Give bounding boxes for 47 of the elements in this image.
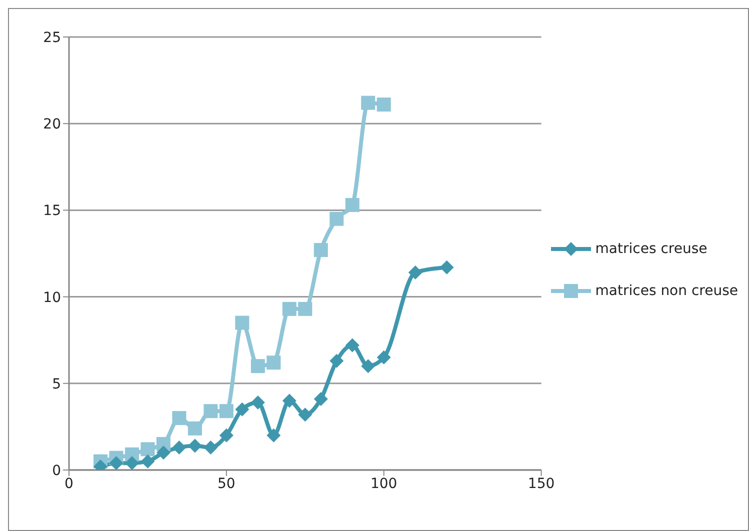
x-tick-label: 0 xyxy=(64,476,74,492)
point xyxy=(204,440,218,454)
point xyxy=(235,402,250,416)
x-tick-label: 150 xyxy=(528,476,555,492)
x-tick-label: 50 xyxy=(218,476,236,492)
point xyxy=(266,428,281,442)
point xyxy=(298,408,312,422)
point xyxy=(219,404,234,418)
point xyxy=(330,212,344,226)
point xyxy=(204,404,218,418)
legend-label: matrices creuse xyxy=(595,240,708,256)
point xyxy=(235,316,250,330)
point xyxy=(314,392,328,406)
point xyxy=(376,350,391,364)
point xyxy=(219,428,234,442)
point xyxy=(250,359,265,374)
point xyxy=(156,446,170,460)
point xyxy=(124,456,139,470)
point xyxy=(408,266,422,280)
point xyxy=(440,260,454,274)
y-tick-label: 0 xyxy=(52,462,61,479)
point xyxy=(266,356,281,370)
point xyxy=(188,438,202,453)
point xyxy=(188,421,202,436)
y-tick-label: 5 xyxy=(52,376,61,392)
point xyxy=(250,395,265,410)
x-tick-label: 100 xyxy=(370,476,398,492)
point xyxy=(298,302,312,316)
point xyxy=(172,411,186,426)
point xyxy=(109,456,124,470)
legend-label: matrices non creuse xyxy=(595,282,738,298)
point xyxy=(282,302,296,316)
y-tick-label: 25 xyxy=(43,30,61,46)
point xyxy=(314,243,328,258)
point xyxy=(140,454,155,468)
y-tick-label: 20 xyxy=(43,116,61,133)
point xyxy=(282,394,296,408)
point xyxy=(345,198,360,212)
point xyxy=(172,440,186,454)
point xyxy=(361,359,376,374)
point xyxy=(376,98,391,112)
y-tick-label: 15 xyxy=(43,203,61,220)
point xyxy=(140,442,155,456)
point xyxy=(361,96,376,110)
point xyxy=(345,338,360,352)
y-tick-label: 10 xyxy=(43,290,61,306)
point xyxy=(330,354,344,368)
